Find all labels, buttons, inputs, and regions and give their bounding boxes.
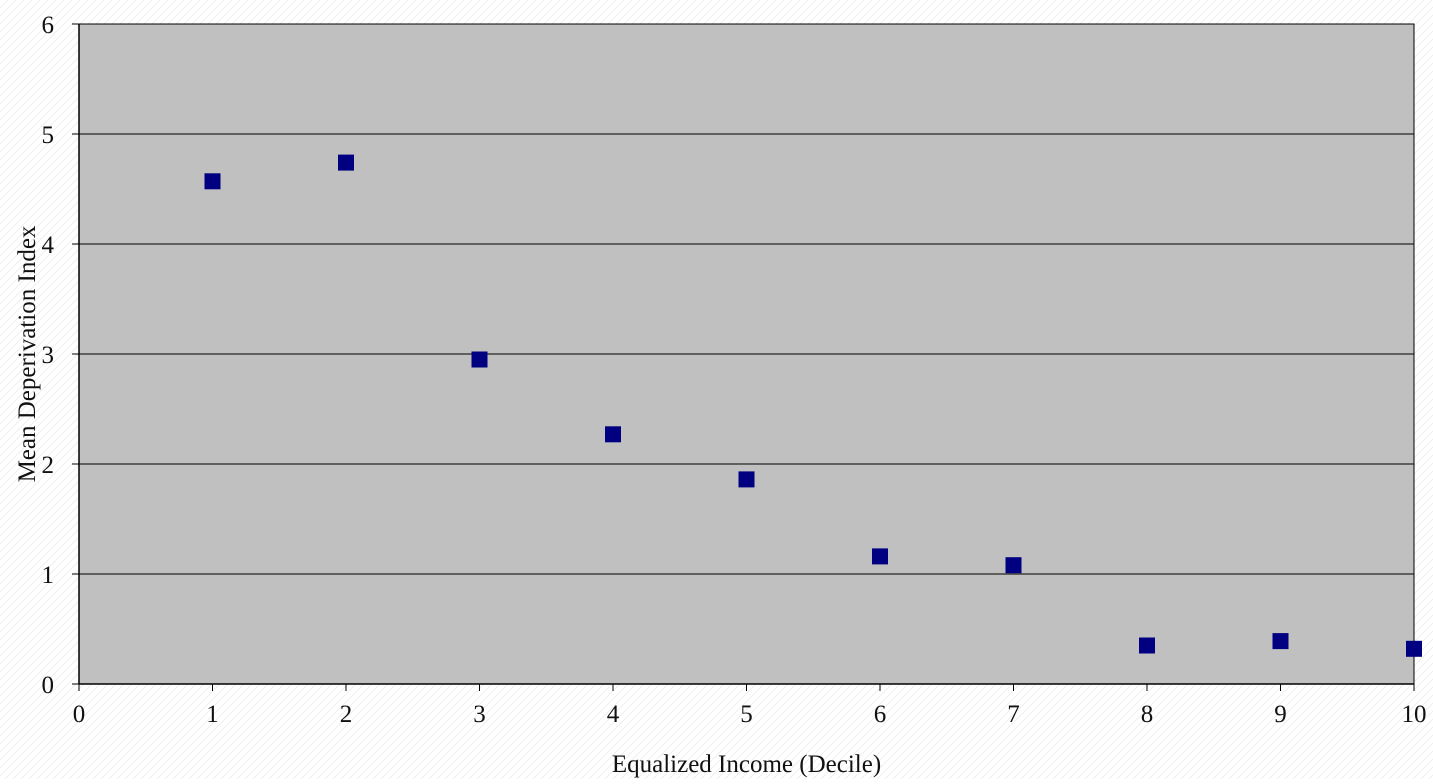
x-tick-label: 9 xyxy=(1274,701,1287,728)
data-point xyxy=(1005,557,1022,574)
x-tick-label: 3 xyxy=(473,701,486,728)
y-tick-label: 3 xyxy=(42,342,55,369)
x-tick-label: 0 xyxy=(73,701,86,728)
data-point xyxy=(738,471,755,488)
x-tick-label: 5 xyxy=(740,701,753,728)
x-tick-label: 8 xyxy=(1141,701,1154,728)
x-tick-label: 1 xyxy=(206,701,219,728)
data-point xyxy=(872,548,888,565)
y-tick-label: 2 xyxy=(42,452,55,479)
y-tick-label: 6 xyxy=(42,12,55,39)
y-tick-label: 1 xyxy=(42,562,55,589)
x-tick-label: 7 xyxy=(1007,701,1020,728)
data-point xyxy=(1272,633,1289,650)
x-tick-label: 6 xyxy=(874,701,887,728)
y-tick-label: 0 xyxy=(42,672,55,699)
x-tick-label: 4 xyxy=(607,701,620,728)
y-tick-label: 5 xyxy=(42,122,55,149)
data-point xyxy=(471,351,488,368)
data-point xyxy=(605,426,621,443)
gridlines xyxy=(79,133,1414,575)
y-axis-title: Mean Deperivation Index xyxy=(14,225,41,482)
y-tick-label: 4 xyxy=(42,232,55,259)
x-tick-label: 2 xyxy=(340,701,353,728)
data-point xyxy=(1139,637,1155,654)
data-point xyxy=(1406,640,1422,657)
tick-labels: 0 1 2 3 4 5 6 0 1 2 3 4 5 6 7 8 9 10 xyxy=(42,12,1427,728)
x-tick-label: 10 xyxy=(1402,701,1427,728)
data-point xyxy=(338,154,354,171)
data-points xyxy=(204,154,1422,657)
axes xyxy=(72,23,1415,691)
data-point xyxy=(204,173,221,190)
x-axis-title: Equalized Income (Decile) xyxy=(612,751,881,778)
